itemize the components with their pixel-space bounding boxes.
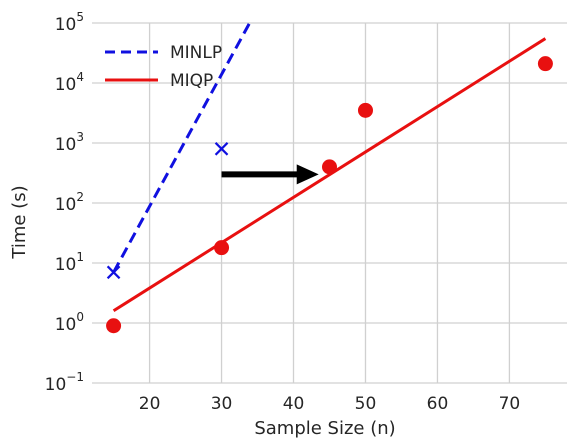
y-axis-label: Time (s) <box>9 185 30 259</box>
x-tick-label: 40 <box>283 394 305 414</box>
data-point-minlp <box>106 265 121 280</box>
data-point-miqp <box>106 318 122 334</box>
series-line-minlp <box>112 22 251 274</box>
x-tick-label: 70 <box>499 394 521 414</box>
marker-stroke <box>106 265 121 280</box>
legend: MINLP MIQP <box>105 43 222 91</box>
y-tick-label: 10−1 <box>45 370 84 395</box>
y-tick-label: 100 <box>55 310 84 335</box>
x-tick-label: 30 <box>211 394 233 414</box>
annotation-layer <box>221 164 319 185</box>
data-point-minlp <box>214 142 229 156</box>
legend-label-minlp: MINLP <box>170 43 222 63</box>
y-tick-label: 105 <box>55 10 84 35</box>
x-axis-label: Sample Size (n) <box>254 418 395 439</box>
series-line-miqp <box>112 37 547 313</box>
data-point-miqp <box>214 240 230 256</box>
arrow-annotation <box>221 164 319 185</box>
legend-label-miqp: MIQP <box>170 71 213 91</box>
grid-layer <box>92 22 567 384</box>
tick-layer: 20 30 40 50 60 70 10−1 100 101 102 103 104 105 <box>45 10 521 414</box>
arrow-head <box>296 164 319 185</box>
y-tick-label: 104 <box>55 70 84 95</box>
data-point-miqp <box>357 102 373 118</box>
x-tick-label: 20 <box>139 394 161 414</box>
y-tick-label: 101 <box>55 250 84 275</box>
data-point-miqp <box>537 56 553 72</box>
y-tick-label: 103 <box>55 130 84 155</box>
marker-stroke <box>214 142 229 156</box>
y-tick-label: 102 <box>55 190 84 215</box>
series-layer <box>106 22 553 334</box>
data-point-miqp <box>322 159 337 175</box>
x-tick-label: 50 <box>355 394 377 414</box>
x-tick-label: 60 <box>427 394 449 414</box>
